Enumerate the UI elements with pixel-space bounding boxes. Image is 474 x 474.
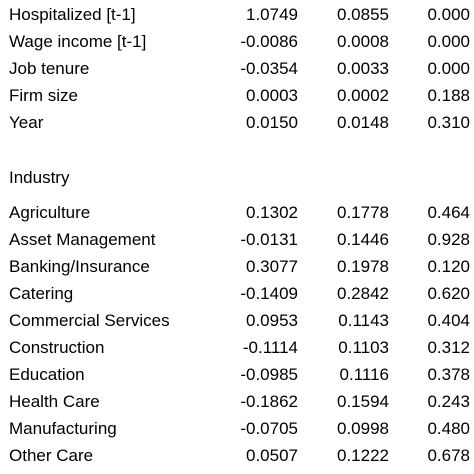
table-row: Education -0.0985 0.1116 0.378 bbox=[0, 361, 474, 388]
p-value: 0.243 bbox=[427, 392, 470, 411]
coefficient-value: 0.0003 bbox=[246, 86, 298, 105]
row-label: Catering bbox=[9, 284, 74, 303]
standard-error-value: 0.0002 bbox=[337, 86, 389, 105]
coefficient-value: 1.0749 bbox=[246, 5, 298, 24]
p-value: 0.464 bbox=[427, 203, 470, 222]
coefficient-value: -0.0131 bbox=[240, 230, 298, 249]
table-row: Hospitalized [t-1] 1.0749 0.0855 0.000 bbox=[0, 1, 474, 28]
p-value: 0.188 bbox=[427, 86, 470, 105]
industry-section-heading: Industry bbox=[9, 168, 70, 187]
standard-error-value: 0.0855 bbox=[337, 5, 389, 24]
p-value: 0.120 bbox=[427, 257, 470, 276]
standard-error-value: 0.1103 bbox=[338, 338, 389, 357]
row-label: Manufacturing bbox=[9, 419, 117, 438]
row-label: Year bbox=[9, 113, 44, 132]
row-label: Other Care bbox=[9, 446, 94, 465]
coefficient-value: -0.1409 bbox=[240, 284, 298, 303]
row-label: Education bbox=[9, 365, 85, 384]
coefficient-value: 0.0953 bbox=[246, 311, 298, 330]
table-row: Construction -0.1114 0.1103 0.312 bbox=[0, 334, 474, 361]
table-row: Job tenure -0.0354 0.0033 0.000 bbox=[0, 55, 474, 82]
p-value: 0.312 bbox=[427, 338, 470, 357]
table-row: Commercial Services 0.0953 0.1143 0.404 bbox=[0, 307, 474, 334]
table-row: Agriculture 0.1302 0.1778 0.464 bbox=[0, 199, 474, 226]
row-label: Job tenure bbox=[9, 59, 90, 78]
coefficient-value: -0.0985 bbox=[240, 365, 298, 384]
standard-error-value: 0.0148 bbox=[337, 113, 389, 132]
standard-error-value: 0.0033 bbox=[337, 59, 389, 78]
coefficient-value: -0.0086 bbox=[240, 32, 298, 51]
table-row: Banking/Insurance 0.3077 0.1978 0.120 bbox=[0, 253, 474, 280]
table-row: Asset Management -0.0131 0.1446 0.928 bbox=[0, 226, 474, 253]
standard-error-value: 0.1143 bbox=[338, 311, 389, 330]
coefficient-value: 0.3077 bbox=[246, 257, 298, 276]
standard-error-value: 0.0008 bbox=[337, 32, 389, 51]
row-label: Agriculture bbox=[9, 203, 91, 222]
p-value: 0.000 bbox=[427, 59, 470, 78]
coefficient-value: -0.1114 bbox=[242, 338, 298, 357]
standard-error-value: 0.0998 bbox=[337, 419, 389, 438]
row-label: Construction bbox=[9, 338, 105, 357]
coefficient-value: 0.0150 bbox=[246, 113, 298, 132]
row-label: Asset Management bbox=[9, 230, 156, 249]
p-value: 0.620 bbox=[427, 284, 470, 303]
p-value: 0.928 bbox=[427, 230, 470, 249]
table-row: Year 0.0150 0.0148 0.310 bbox=[0, 109, 474, 136]
p-value: 0.480 bbox=[427, 419, 470, 438]
table-row: Other Care 0.0507 0.1222 0.678 bbox=[0, 442, 474, 469]
table-row: Health Care -0.1862 0.1594 0.243 bbox=[0, 388, 474, 415]
standard-error-value: 0.2842 bbox=[337, 284, 389, 303]
coefficient-value: -0.0705 bbox=[240, 419, 298, 438]
table-row: Manufacturing -0.0705 0.0998 0.480 bbox=[0, 415, 474, 442]
table-row: Firm size 0.0003 0.0002 0.188 bbox=[0, 82, 474, 109]
coefficient-value: -0.1862 bbox=[240, 392, 298, 411]
row-label: Health Care bbox=[9, 392, 100, 411]
p-value: 0.000 bbox=[427, 32, 470, 51]
standard-error-value: 0.1116 bbox=[339, 365, 389, 384]
table-row: Wage income [t-1] -0.0086 0.0008 0.000 bbox=[0, 28, 474, 55]
coefficient-value: 0.0507 bbox=[246, 446, 298, 465]
standard-error-value: 0.1778 bbox=[337, 203, 389, 222]
coefficient-value: -0.0354 bbox=[240, 59, 298, 78]
p-value: 0.310 bbox=[427, 113, 470, 132]
standard-error-value: 0.1594 bbox=[337, 392, 389, 411]
row-label: Firm size bbox=[9, 86, 78, 105]
p-value: 0.678 bbox=[427, 446, 470, 465]
row-label: Banking/Insurance bbox=[9, 257, 150, 276]
p-value: 0.378 bbox=[427, 365, 470, 384]
p-value: 0.404 bbox=[427, 311, 470, 330]
standard-error-value: 0.1222 bbox=[337, 446, 389, 465]
row-label: Wage income [t-1] bbox=[9, 32, 147, 51]
standard-error-value: 0.1446 bbox=[337, 230, 389, 249]
row-label: Hospitalized [t-1] bbox=[9, 5, 136, 24]
coefficient-value: 0.1302 bbox=[246, 203, 298, 222]
standard-error-value: 0.1978 bbox=[337, 257, 389, 276]
p-value: 0.000 bbox=[427, 5, 470, 24]
table-row: Catering -0.1409 0.2842 0.620 bbox=[0, 280, 474, 307]
row-label: Commercial Services bbox=[9, 311, 170, 330]
